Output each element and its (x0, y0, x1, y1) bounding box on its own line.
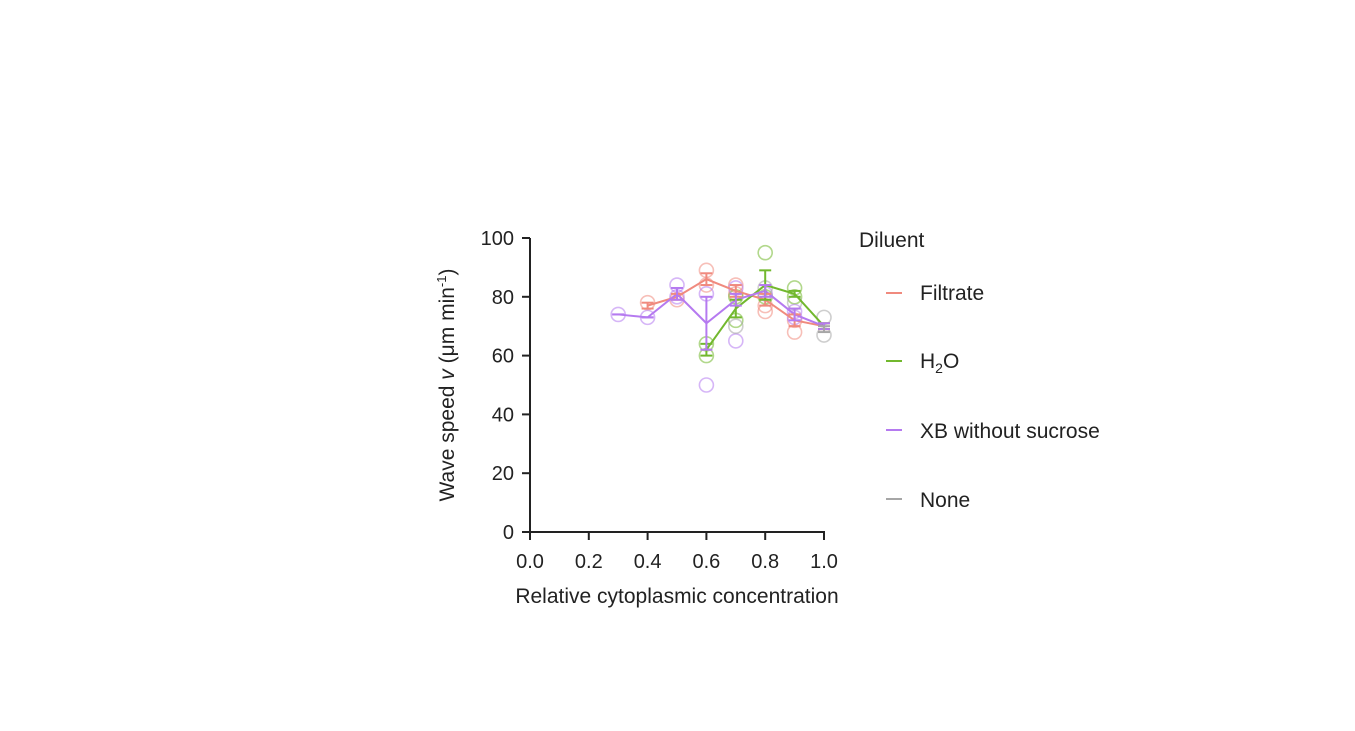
y-tick-label: 80 (492, 287, 514, 309)
y-tick-label: 60 (492, 346, 514, 368)
error-bar-xb-without-sucrose (671, 286, 683, 301)
x-tick-label: 0.8 (751, 551, 779, 573)
legend-label-xb: XB without sucrose (920, 420, 1100, 443)
legend: Diluent Filtrate H2O XB without sucrose … (859, 229, 1100, 512)
x-tick-label: 0.6 (692, 551, 720, 573)
error-bar-h2o (788, 289, 801, 298)
y-axis-title-var: v (436, 368, 459, 380)
y-axis-title-mu: μ (436, 344, 459, 356)
plot-area (610, 244, 832, 393)
y-axis-title-unit: m min (436, 287, 459, 344)
error-bar-xb-without-sucrose (759, 284, 772, 298)
legend-item-filtrate: Filtrate (886, 282, 984, 305)
legend-item-xb-without-sucrose: XB without sucrose (886, 420, 1100, 443)
error-bar-none (818, 325, 830, 334)
y-tick-label: 0 (503, 522, 514, 544)
x-tick-label: 0.2 (575, 551, 603, 573)
y-axis-title-main: Wave speed (436, 380, 459, 502)
error-bar-filtrate (700, 272, 713, 287)
data-point-xb-without-sucrose (727, 333, 744, 349)
y-tick-label: 40 (492, 404, 514, 426)
error-bar-xb-without-sucrose (700, 295, 713, 351)
x-axis-title: Relative cytoplasmic concentration (515, 585, 838, 608)
legend-item-none: None (886, 489, 970, 512)
y-ticks: 0 20 40 60 80 100 (481, 228, 530, 544)
y-tick-label: 100 (481, 228, 514, 250)
error-bar-xb-without-sucrose (788, 307, 801, 322)
legend-label-none: None (920, 489, 970, 512)
legend-item-h2o: H2O (886, 350, 959, 376)
data-point-xb-without-sucrose (698, 377, 715, 393)
y-axis-title-sup: -1 (434, 276, 449, 288)
data-point-h2o (757, 244, 774, 261)
legend-label-h2o: H2O (920, 350, 959, 376)
legend-label-filtrate: Filtrate (920, 282, 984, 305)
x-tick-label: 1.0 (810, 551, 838, 573)
error-bar-xb-without-sucrose (729, 292, 742, 307)
y-axis-title: Wave speed v (μm min-1) (434, 269, 459, 502)
axes: 0.0 0.2 0.4 0.6 0.8 1.0 0 20 40 60 80 100 (481, 228, 838, 573)
legend-label-h2o-h: H (920, 350, 935, 373)
legend-title: Diluent (859, 229, 925, 252)
marker-layer (610, 244, 832, 393)
series-line-xb-without-sucrose (618, 289, 825, 328)
x-tick-label: 0.0 (516, 551, 544, 573)
x-ticks: 0.0 0.2 0.4 0.6 0.8 1.0 (516, 532, 838, 573)
y-tick-label: 20 (492, 463, 514, 485)
legend-label-h2o-o: O (943, 350, 959, 373)
legend-label-h2o-sub: 2 (935, 360, 943, 376)
x-tick-label: 0.4 (634, 551, 662, 573)
error-bar-filtrate (641, 301, 654, 310)
y-axis-title-open: ( (436, 356, 459, 369)
errorbar-layer (612, 269, 830, 357)
data-point-none (727, 318, 744, 335)
y-axis-title-close: ) (436, 269, 459, 276)
